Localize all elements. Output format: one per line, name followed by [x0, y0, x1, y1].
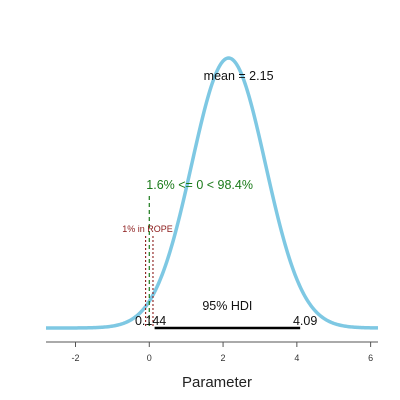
x-axis-label: Parameter: [182, 374, 252, 391]
x-tick-label: 4: [294, 353, 299, 363]
hdi-low-label: 0.144: [135, 314, 166, 328]
mean-label: mean = 2.15: [204, 69, 274, 83]
x-tick-label: -2: [72, 353, 80, 363]
hdi-high-label: 4.09: [293, 314, 317, 328]
rope-label: 1% in ROPE: [122, 224, 173, 234]
hdi-label: 95% HDI: [202, 299, 252, 313]
x-tick-label: 6: [368, 353, 373, 363]
x-tick-label: 0: [147, 353, 152, 363]
comparison-label: 1.6% <= 0 < 98.4%: [146, 178, 253, 192]
x-tick-label: 2: [221, 353, 226, 363]
x-axis: -2 0 2 4 6: [46, 341, 378, 363]
annotation-layer: 1.6% <= 0 < 98.4% 1% in ROPE mean = 2.15 95…: [122, 69, 317, 330]
density-curve: [45, 56, 379, 330]
curve-layer: [45, 56, 379, 330]
